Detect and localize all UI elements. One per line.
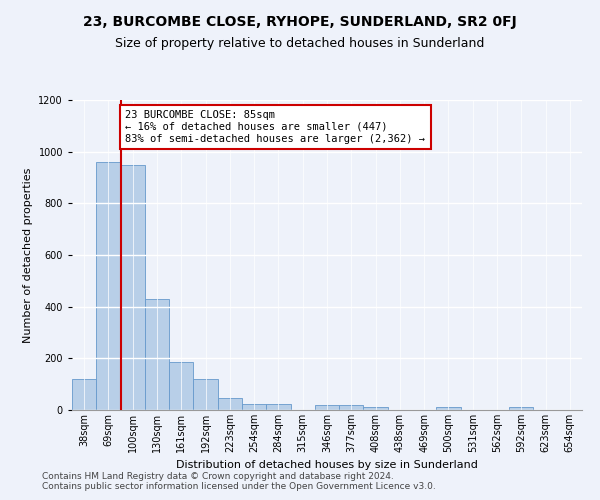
Bar — [242, 404, 266, 410]
Text: Contains public sector information licensed under the Open Government Licence v3: Contains public sector information licen… — [42, 482, 436, 491]
Text: Contains HM Land Registry data © Crown copyright and database right 2024.: Contains HM Land Registry data © Crown c… — [42, 472, 394, 481]
Bar — [364, 408, 388, 410]
Bar — [121, 164, 145, 410]
Bar — [145, 299, 169, 410]
Text: 23 BURCOMBE CLOSE: 85sqm
← 16% of detached houses are smaller (447)
83% of semi-: 23 BURCOMBE CLOSE: 85sqm ← 16% of detach… — [125, 110, 425, 144]
Y-axis label: Number of detached properties: Number of detached properties — [23, 168, 33, 342]
Bar — [96, 162, 121, 410]
Bar — [193, 379, 218, 410]
Bar — [315, 406, 339, 410]
Bar — [72, 379, 96, 410]
Bar — [266, 404, 290, 410]
Bar — [218, 398, 242, 410]
X-axis label: Distribution of detached houses by size in Sunderland: Distribution of detached houses by size … — [176, 460, 478, 470]
Bar — [436, 408, 461, 410]
Text: Size of property relative to detached houses in Sunderland: Size of property relative to detached ho… — [115, 38, 485, 51]
Bar — [509, 408, 533, 410]
Bar — [339, 406, 364, 410]
Bar — [169, 362, 193, 410]
Text: 23, BURCOMBE CLOSE, RYHOPE, SUNDERLAND, SR2 0FJ: 23, BURCOMBE CLOSE, RYHOPE, SUNDERLAND, … — [83, 15, 517, 29]
